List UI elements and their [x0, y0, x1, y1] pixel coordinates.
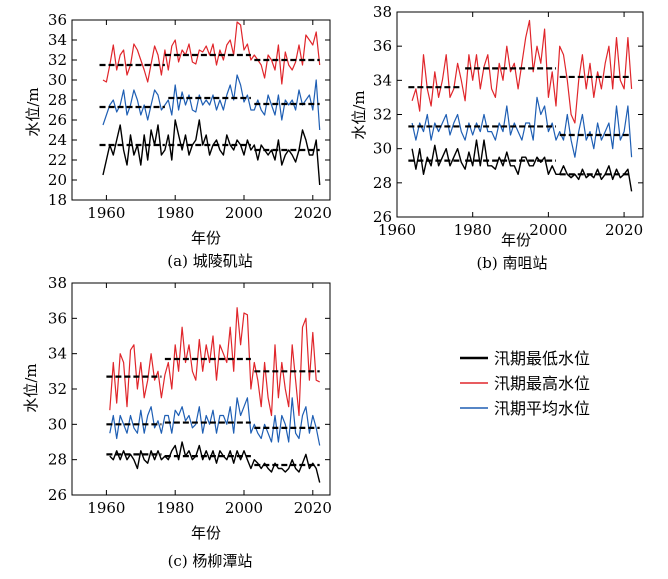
- y-tick-label: 36: [373, 37, 392, 55]
- series-line: [102, 21, 321, 85]
- series-line: [102, 119, 321, 186]
- y-tick-label: 26: [48, 111, 67, 129]
- y-tick-label: 20: [48, 171, 67, 189]
- plot-frame: [71, 19, 331, 201]
- y-tick-label: 32: [48, 51, 67, 69]
- y-tick-label: 28: [373, 174, 392, 192]
- y-tick-label: 32: [48, 380, 67, 398]
- panel-chengling: 水位/m 年份 (a) 城陵矶站 18 20 22 24 26 28 30 32 34 36 196…: [24, 11, 332, 270]
- legend: 汛期最低水位 汛期最高水位 汛期平均水位: [460, 349, 590, 418]
- y-tick-label: 36: [48, 309, 67, 327]
- y-tick-label: 26: [48, 486, 67, 504]
- series-line: [109, 441, 321, 483]
- series-line: [411, 96, 633, 158]
- y-tick-label: 34: [373, 71, 392, 89]
- x-tick-label: 2000: [529, 221, 567, 239]
- x-axis-label: 年份: [501, 231, 531, 249]
- series-line: [411, 139, 633, 192]
- y-tick-label: 38: [373, 3, 392, 21]
- y-tick-label: 36: [48, 11, 67, 29]
- legend-label-max: 汛期最高水位: [494, 374, 590, 393]
- series-line: [411, 19, 633, 124]
- x-tick-label: 2020: [605, 221, 643, 239]
- x-tick-label: 1960: [87, 499, 125, 517]
- x-axis-label: 年份: [191, 229, 221, 247]
- y-axis-label: 水位/m: [24, 87, 42, 136]
- legend-label-avg: 汛期平均水位: [494, 399, 590, 418]
- y-tick-label: 18: [48, 191, 67, 209]
- y-tick-label: 22: [48, 151, 67, 169]
- x-tick-label: 2000: [225, 204, 263, 222]
- panel-caption: (b) 南咀站: [476, 254, 547, 272]
- x-tick-label: 1980: [156, 204, 194, 222]
- y-tick-label: 28: [48, 451, 67, 469]
- y-tick-label: 30: [48, 71, 67, 89]
- x-tick-label: 2000: [225, 499, 263, 517]
- y-tick-label: 24: [48, 131, 67, 149]
- plot-frame: [396, 11, 644, 218]
- y-axis-label: 水位/m: [22, 363, 40, 412]
- x-tick-label: 1980: [454, 221, 492, 239]
- x-tick-label: 1960: [378, 221, 416, 239]
- series-line: [102, 74, 321, 131]
- y-tick-label: 30: [48, 415, 67, 433]
- x-tick-label: 2020: [294, 499, 332, 517]
- x-tick-label: 2020: [294, 204, 332, 222]
- y-tick-label: 28: [48, 91, 67, 109]
- y-axis-label: 水位/m: [350, 90, 368, 139]
- panel-caption: (a) 城陵矶站: [167, 252, 252, 270]
- y-tick-label: 34: [48, 345, 67, 363]
- y-tick-label: 26: [373, 208, 392, 226]
- y-tick-label: 38: [48, 274, 67, 292]
- panel-yangliutan: 水位/m 年份 (c) 杨柳潭站 26 28 30 32 34 36 38 1960 1980 2…: [22, 274, 332, 570]
- panel-nanzui: 水位/m 年份 (b) 南咀站 26 28 30 32 34 36 38 1960 1980 20…: [350, 3, 644, 272]
- x-axis-label: 年份: [191, 524, 221, 542]
- panel-caption: (c) 杨柳潭站: [168, 552, 253, 570]
- series-line: [109, 307, 320, 417]
- y-tick-label: 34: [48, 31, 67, 49]
- y-tick-label: 30: [373, 140, 392, 158]
- x-tick-label: 1960: [87, 204, 125, 222]
- x-tick-label: 1980: [156, 499, 194, 517]
- y-tick-label: 32: [373, 106, 392, 124]
- legend-label-min: 汛期最低水位: [494, 349, 590, 368]
